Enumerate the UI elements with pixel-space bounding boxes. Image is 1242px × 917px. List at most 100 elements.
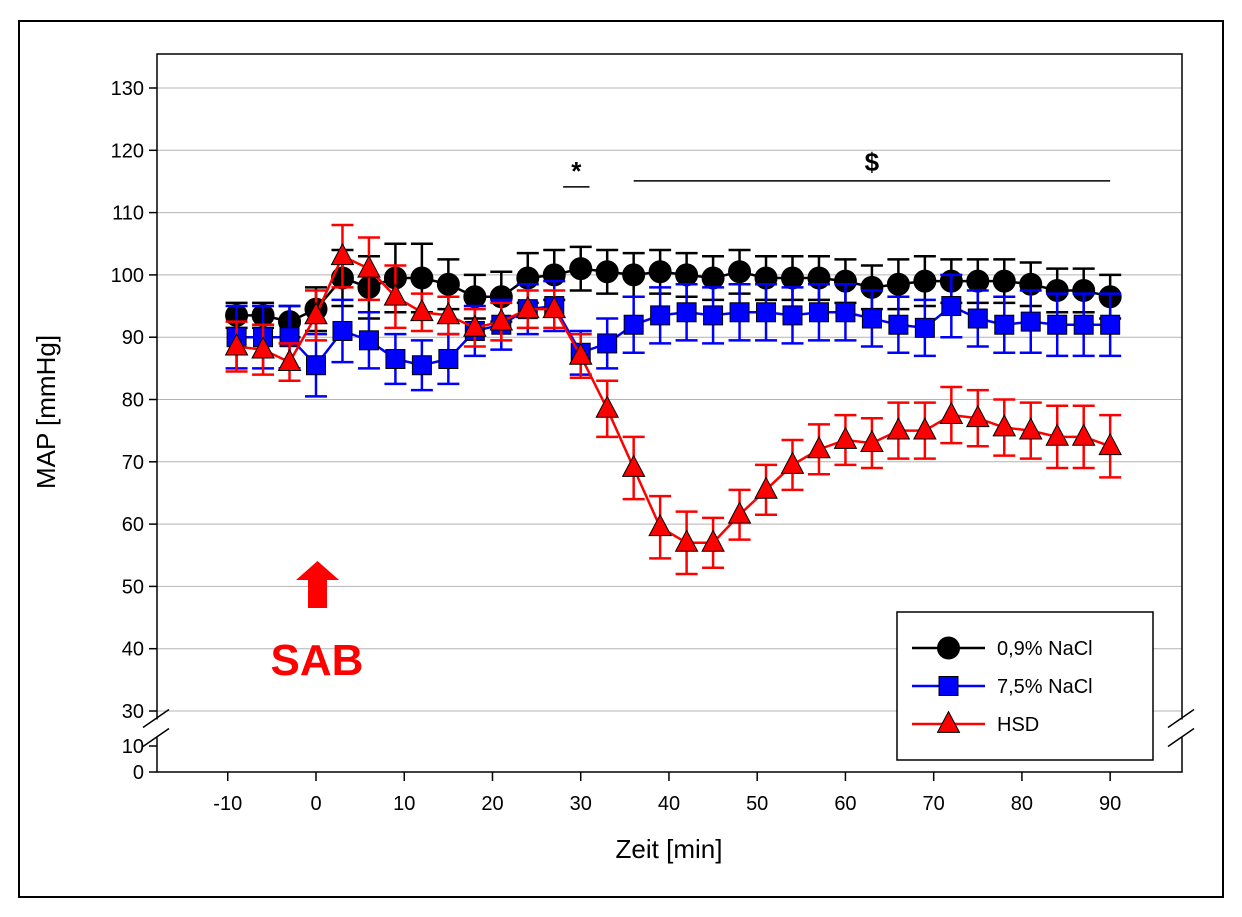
series-line <box>236 304 1111 368</box>
y-tick-label: 90 <box>122 327 144 349</box>
x-tick-label: 50 <box>746 793 768 815</box>
data-point <box>650 305 671 326</box>
data-point <box>410 266 434 290</box>
data-point <box>992 269 1016 293</box>
data-point <box>1073 314 1094 335</box>
data-point <box>358 330 379 351</box>
data-point <box>648 513 672 537</box>
y-tick-label: 40 <box>122 639 144 661</box>
axis-break-right <box>1167 708 1195 729</box>
x-tick-label: -10 <box>213 793 242 815</box>
data-point <box>304 301 328 325</box>
y-tick-label: 100 <box>111 265 144 287</box>
legend-item: HSD <box>912 710 1039 736</box>
data-point <box>568 342 593 365</box>
legend-label: HSD <box>997 714 1039 736</box>
data-point <box>967 308 988 329</box>
data-point <box>729 302 750 323</box>
data-point <box>306 355 326 376</box>
data-point <box>597 333 618 354</box>
data-point <box>1100 314 1121 335</box>
data-point <box>410 298 434 322</box>
data-point <box>833 426 858 449</box>
data-point <box>438 349 459 370</box>
y-tick-label: 60 <box>122 514 144 536</box>
data-point <box>676 302 697 323</box>
data-point <box>383 283 408 306</box>
series-line <box>236 254 1111 545</box>
data-point <box>861 308 882 329</box>
sab-marker: SAB <box>271 561 364 685</box>
x-tick-label: 10 <box>393 793 415 815</box>
y-tick-label: 130 <box>111 78 144 100</box>
data-point <box>701 529 725 552</box>
data-point <box>754 476 778 499</box>
data-point <box>489 308 514 331</box>
x-tick-label: 0 <box>310 793 321 815</box>
axis-ticks: 0 10 30 40 50 60 70 80 90 100 110 120 130 -10 0 10 20 30 4… <box>111 78 1196 815</box>
y-tick-label: 120 <box>111 140 144 162</box>
axis-break-left <box>142 708 170 729</box>
data-point <box>330 242 355 266</box>
data-point <box>886 272 910 296</box>
data-point <box>913 417 937 440</box>
significance-annotations: * $ <box>563 147 1111 188</box>
data-point <box>277 348 302 372</box>
data-point <box>1047 314 1068 335</box>
data-point <box>1045 423 1070 446</box>
legend: 0,9% NaCl 7,5% NaCl HSD <box>896 611 1154 761</box>
y-tick-label: 10 <box>122 736 144 758</box>
data-point <box>621 454 646 477</box>
series <box>224 223 1122 576</box>
y-axis-label: MAP [mmHg] <box>31 335 61 489</box>
axis-break-left-gap <box>143 719 171 738</box>
data-point <box>886 417 911 440</box>
data-point <box>780 451 805 474</box>
data-point <box>332 320 353 341</box>
data-point <box>808 302 829 323</box>
y-tick-label: 110 <box>112 203 144 225</box>
data-point <box>941 296 962 317</box>
x-tick-label: 80 <box>1011 793 1033 815</box>
data-point <box>756 302 777 323</box>
data-point <box>515 295 540 319</box>
x-tick-label: 70 <box>923 793 945 815</box>
y-tick-label: 70 <box>122 452 144 474</box>
data-point <box>701 266 725 290</box>
data-point <box>1098 432 1122 456</box>
data-point <box>224 333 249 356</box>
data-point <box>994 314 1015 335</box>
data-point <box>780 266 804 290</box>
sab-label: SAB <box>271 636 364 685</box>
data-point <box>623 314 644 335</box>
data-point <box>860 429 884 453</box>
data-point <box>385 349 406 370</box>
data-point <box>674 529 699 552</box>
x-axis-label: Zeit [min] <box>616 834 723 864</box>
data-point <box>595 260 619 284</box>
data-point <box>675 263 699 287</box>
data-point <box>728 260 752 284</box>
data-point <box>251 336 275 359</box>
y-tick-label: 50 <box>122 576 144 598</box>
legend-item: 7,5% NaCl <box>912 676 1093 698</box>
x-tick-label: 20 <box>481 793 503 815</box>
x-tick-label: 40 <box>658 793 680 815</box>
data-point <box>807 435 831 459</box>
legend-marker <box>936 710 961 733</box>
data-point <box>595 395 620 418</box>
data-point <box>965 404 990 428</box>
significance-star: * <box>571 156 582 186</box>
data-point <box>357 255 381 278</box>
data-point <box>727 501 752 524</box>
data-point <box>966 269 990 293</box>
legend-label: 0,9% NaCl <box>997 638 1093 660</box>
axis-break-left <box>142 727 170 748</box>
legend-label: 7,5% NaCl <box>997 676 1093 698</box>
data-point <box>463 314 487 337</box>
legend-item: 0,9% NaCl <box>912 636 1093 660</box>
series-triangle <box>224 223 1122 576</box>
data-point <box>436 301 461 325</box>
data-point <box>939 401 964 424</box>
